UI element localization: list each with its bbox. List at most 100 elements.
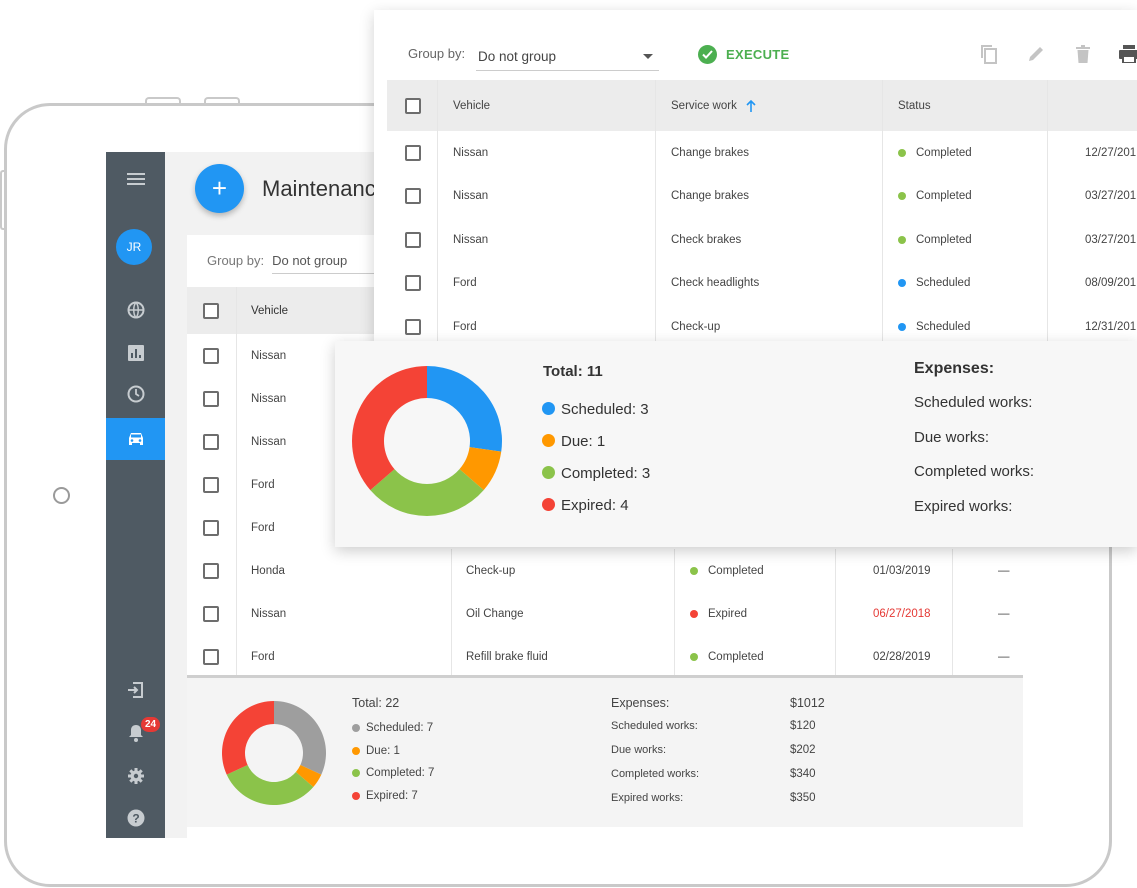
cell-vehicle: Ford (251, 521, 275, 534)
status-dot (898, 322, 906, 331)
cell-vehicle: Ford (251, 478, 275, 491)
expense-line-label: Completed works: (611, 768, 700, 780)
sidebar: JR 24 ? (106, 152, 165, 838)
row-checkbox[interactable] (203, 519, 219, 536)
clock-icon[interactable] (106, 373, 165, 415)
cell-date: 08/09/201 (1085, 277, 1137, 290)
row-checkbox[interactable] (405, 144, 421, 161)
cell-date: 06/27/2018 (873, 607, 931, 620)
row-checkbox[interactable] (203, 605, 219, 622)
execute-label: EXECUTE (726, 46, 790, 62)
select-all-checkbox[interactable] (405, 97, 421, 114)
table-row[interactable]: Nissan (187, 377, 1023, 420)
table-row[interactable]: Ford Check headlights Scheduled 08/09/201 (387, 261, 1137, 305)
status-dot (898, 148, 906, 157)
expense-line-label: Due works: (914, 429, 990, 446)
table-row[interactable]: Nissan Oil Change Expired 06/27/2018 — (187, 592, 1023, 635)
table-row[interactable]: Nissan (187, 334, 1023, 377)
statistics-panel: Total: 11 Scheduled: 3 Due: 1 Completed:… (335, 341, 1137, 547)
cell-extra: — (998, 564, 1010, 577)
add-button[interactable]: + (195, 164, 244, 213)
service-works-window: Group by: Do not group EXECUTE Vehicle (374, 10, 1137, 350)
logout-icon[interactable] (106, 669, 165, 711)
column-header-vehicle[interactable]: Vehicle (453, 99, 491, 112)
expense-line-label: Completed works: (914, 463, 1035, 480)
table-row[interactable]: Ford (187, 506, 1023, 549)
cell-vehicle: Ford (453, 320, 477, 333)
donut-slice-scheduled (427, 366, 502, 452)
cell-status: Completed (898, 175, 972, 219)
car-icon[interactable] (106, 418, 165, 460)
expense-line-label: Scheduled works: (914, 394, 1033, 411)
print-icon[interactable] (1118, 43, 1137, 65)
expense-line-value: $202 (790, 744, 816, 756)
avatar[interactable]: JR (116, 229, 152, 265)
legend-item-due: Due: 1 (352, 745, 400, 757)
gear-icon[interactable] (106, 755, 165, 797)
donut-slice-due (459, 447, 502, 491)
cell-date: 03/27/201 (1085, 190, 1137, 203)
cell-vehicle: Nissan (453, 233, 489, 246)
sort-ascending-icon[interactable] (746, 99, 756, 112)
expense-line-label: Expired works: (611, 792, 684, 804)
table-row[interactable]: Nissan Change brakes Completed 03/27/201 (387, 174, 1137, 219)
cell-vehicle: Nissan (251, 349, 287, 362)
legend-item-scheduled: Scheduled: 3 (542, 401, 649, 418)
row-checkbox[interactable] (405, 275, 421, 292)
row-checkbox[interactable] (203, 648, 219, 665)
cell-vehicle: Nissan (251, 435, 287, 448)
group-by-control[interactable]: Group by: Do not group (207, 253, 393, 274)
expense-line-label: Due works: (611, 744, 667, 756)
select-all-checkbox[interactable] (203, 302, 219, 319)
trash-icon[interactable] (1072, 43, 1094, 65)
summary-total: Total: 22 (352, 696, 400, 710)
table-row[interactable]: Nissan (187, 420, 1023, 463)
toolbar: Group by: Do not group EXECUTE (374, 10, 1137, 80)
group-by-label: Group by: (207, 253, 265, 268)
row-checkbox[interactable] (203, 347, 219, 364)
column-header-service-work[interactable]: Service work (671, 80, 756, 131)
cell-service-work: Check headlights (671, 277, 760, 290)
cell-service-work: Check brakes (671, 233, 742, 246)
expense-line-label: Scheduled works: (611, 720, 698, 732)
cell-date: 12/31/201 (1085, 320, 1137, 333)
table-row[interactable]: Ford Check-up Scheduled 12/31/201 (387, 305, 1137, 349)
table-row[interactable]: Ford Refill brake fluid Completed 02/28/201… (187, 635, 1023, 678)
expense-line-label: Expired works: (914, 498, 1013, 515)
execute-button[interactable]: EXECUTE (698, 43, 790, 65)
row-checkbox[interactable] (405, 318, 421, 335)
row-checkbox[interactable] (203, 562, 219, 579)
column-header-status[interactable]: Status (898, 99, 931, 112)
row-checkbox[interactable] (203, 433, 219, 450)
donut-chart (352, 366, 502, 516)
column-header-vehicle[interactable]: Vehicle (251, 304, 289, 317)
row-checkbox[interactable] (405, 231, 421, 248)
cell-date: 03/27/201 (1085, 233, 1137, 246)
row-checkbox[interactable] (203, 390, 219, 407)
help-icon[interactable]: ? (106, 797, 165, 838)
edit-icon[interactable] (1025, 43, 1047, 65)
legend-item-expired: Expired: 7 (352, 790, 418, 802)
row-checkbox[interactable] (203, 476, 219, 493)
status-dot (690, 652, 698, 661)
expenses-total: $1012 (790, 696, 825, 710)
legend-item-due: Due: 1 (542, 433, 605, 450)
cell-status: Completed (690, 549, 764, 592)
donut-slice-expired (222, 701, 274, 775)
copy-icon[interactable] (978, 43, 1000, 65)
status-dot (898, 279, 906, 288)
cell-service-work: Change brakes (671, 190, 749, 203)
table-row[interactable]: Ford (187, 463, 1023, 506)
globe-icon[interactable] (106, 289, 165, 331)
row-checkbox[interactable] (405, 188, 421, 205)
table-row[interactable]: Honda Check-up Completed 01/03/2019 — (187, 549, 1023, 592)
table-row[interactable]: Nissan Check brakes Completed 03/27/201 (387, 218, 1137, 262)
cell-date: 02/28/2019 (873, 650, 931, 663)
chart-icon[interactable] (106, 332, 165, 374)
table-row[interactable]: Nissan Change brakes Completed 12/27/201 (387, 131, 1137, 175)
bell-icon[interactable] (106, 712, 165, 754)
group-by-select[interactable]: Do not group (476, 43, 659, 71)
group-by-select[interactable]: Do not group (272, 253, 393, 274)
cell-vehicle: Honda (251, 564, 285, 577)
menu-icon[interactable] (106, 158, 165, 200)
